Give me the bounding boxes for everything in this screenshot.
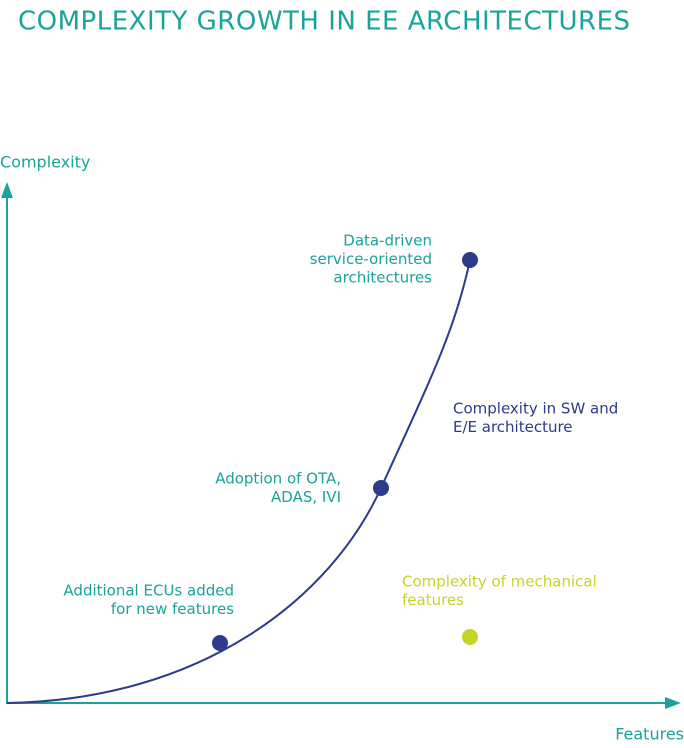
annotation-line: Complexity of mechanical [402, 573, 597, 591]
milestone-dot [373, 480, 389, 496]
annotation-line: Data-driven [343, 232, 432, 250]
growth-curve [6, 259, 471, 704]
annotation-line: for new features [111, 600, 234, 618]
milestone-dot [212, 635, 228, 651]
annotation-line: service-oriented [310, 250, 432, 268]
annotation-line: ADAS, IVI [271, 488, 341, 506]
annotation-line: features [402, 591, 464, 609]
annotation-line: E/E architecture [453, 418, 573, 436]
x-arrow [665, 697, 681, 709]
y-arrow [1, 182, 13, 198]
annotation-line: architectures [333, 269, 432, 287]
title: COMPLEXITY GROWTH IN EE ARCHITECTURES [18, 7, 631, 37]
labels: Data-drivenservice-orientedarchitectures… [63, 232, 618, 619]
milestone-dot [462, 252, 478, 268]
mechanical-dot [462, 629, 478, 645]
x-axis-label: Features [615, 725, 684, 744]
annotation-line: Complexity in SW and [453, 400, 618, 418]
annotation-line: Additional ECUs added [63, 582, 234, 600]
annotation-line: Adoption of OTA, [215, 470, 341, 488]
y-axis-label: Complexity [0, 153, 90, 172]
